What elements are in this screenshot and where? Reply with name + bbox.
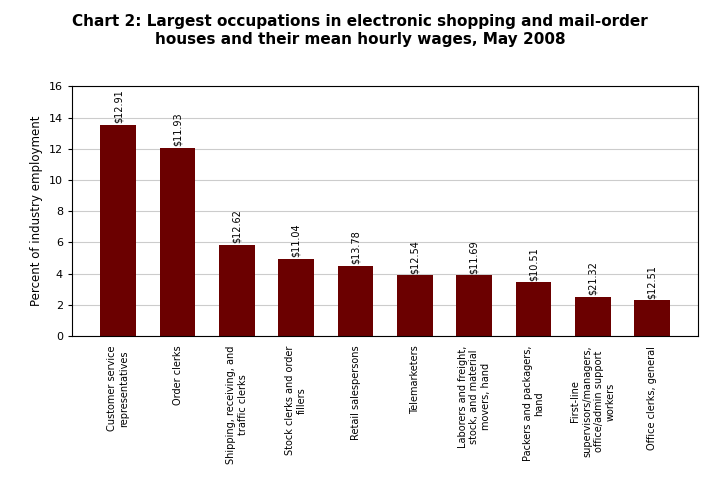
Text: $12.62: $12.62 [232,209,242,243]
Bar [219,245,255,336]
Bar [634,300,670,336]
Text: Chart 2: Largest occupations in electronic shopping and mail-order
houses and th: Chart 2: Largest occupations in electron… [72,14,648,47]
Text: $11.93: $11.93 [173,113,183,146]
Text: $13.78: $13.78 [351,230,361,264]
Bar [160,148,195,336]
Bar [279,259,314,336]
Text: $11.69: $11.69 [469,240,480,274]
Text: $12.51: $12.51 [647,264,657,299]
Bar [101,125,136,336]
Text: $11.04: $11.04 [291,224,301,257]
Text: $10.51: $10.51 [528,247,539,281]
Bar [397,275,433,336]
Text: $21.32: $21.32 [588,262,598,296]
Bar [516,282,552,336]
Text: $12.54: $12.54 [410,240,420,274]
Y-axis label: Percent of industry employment: Percent of industry employment [30,116,43,306]
Text: $12.91: $12.91 [113,89,123,123]
Bar [456,275,492,336]
Bar [338,266,374,336]
Bar [575,297,611,336]
